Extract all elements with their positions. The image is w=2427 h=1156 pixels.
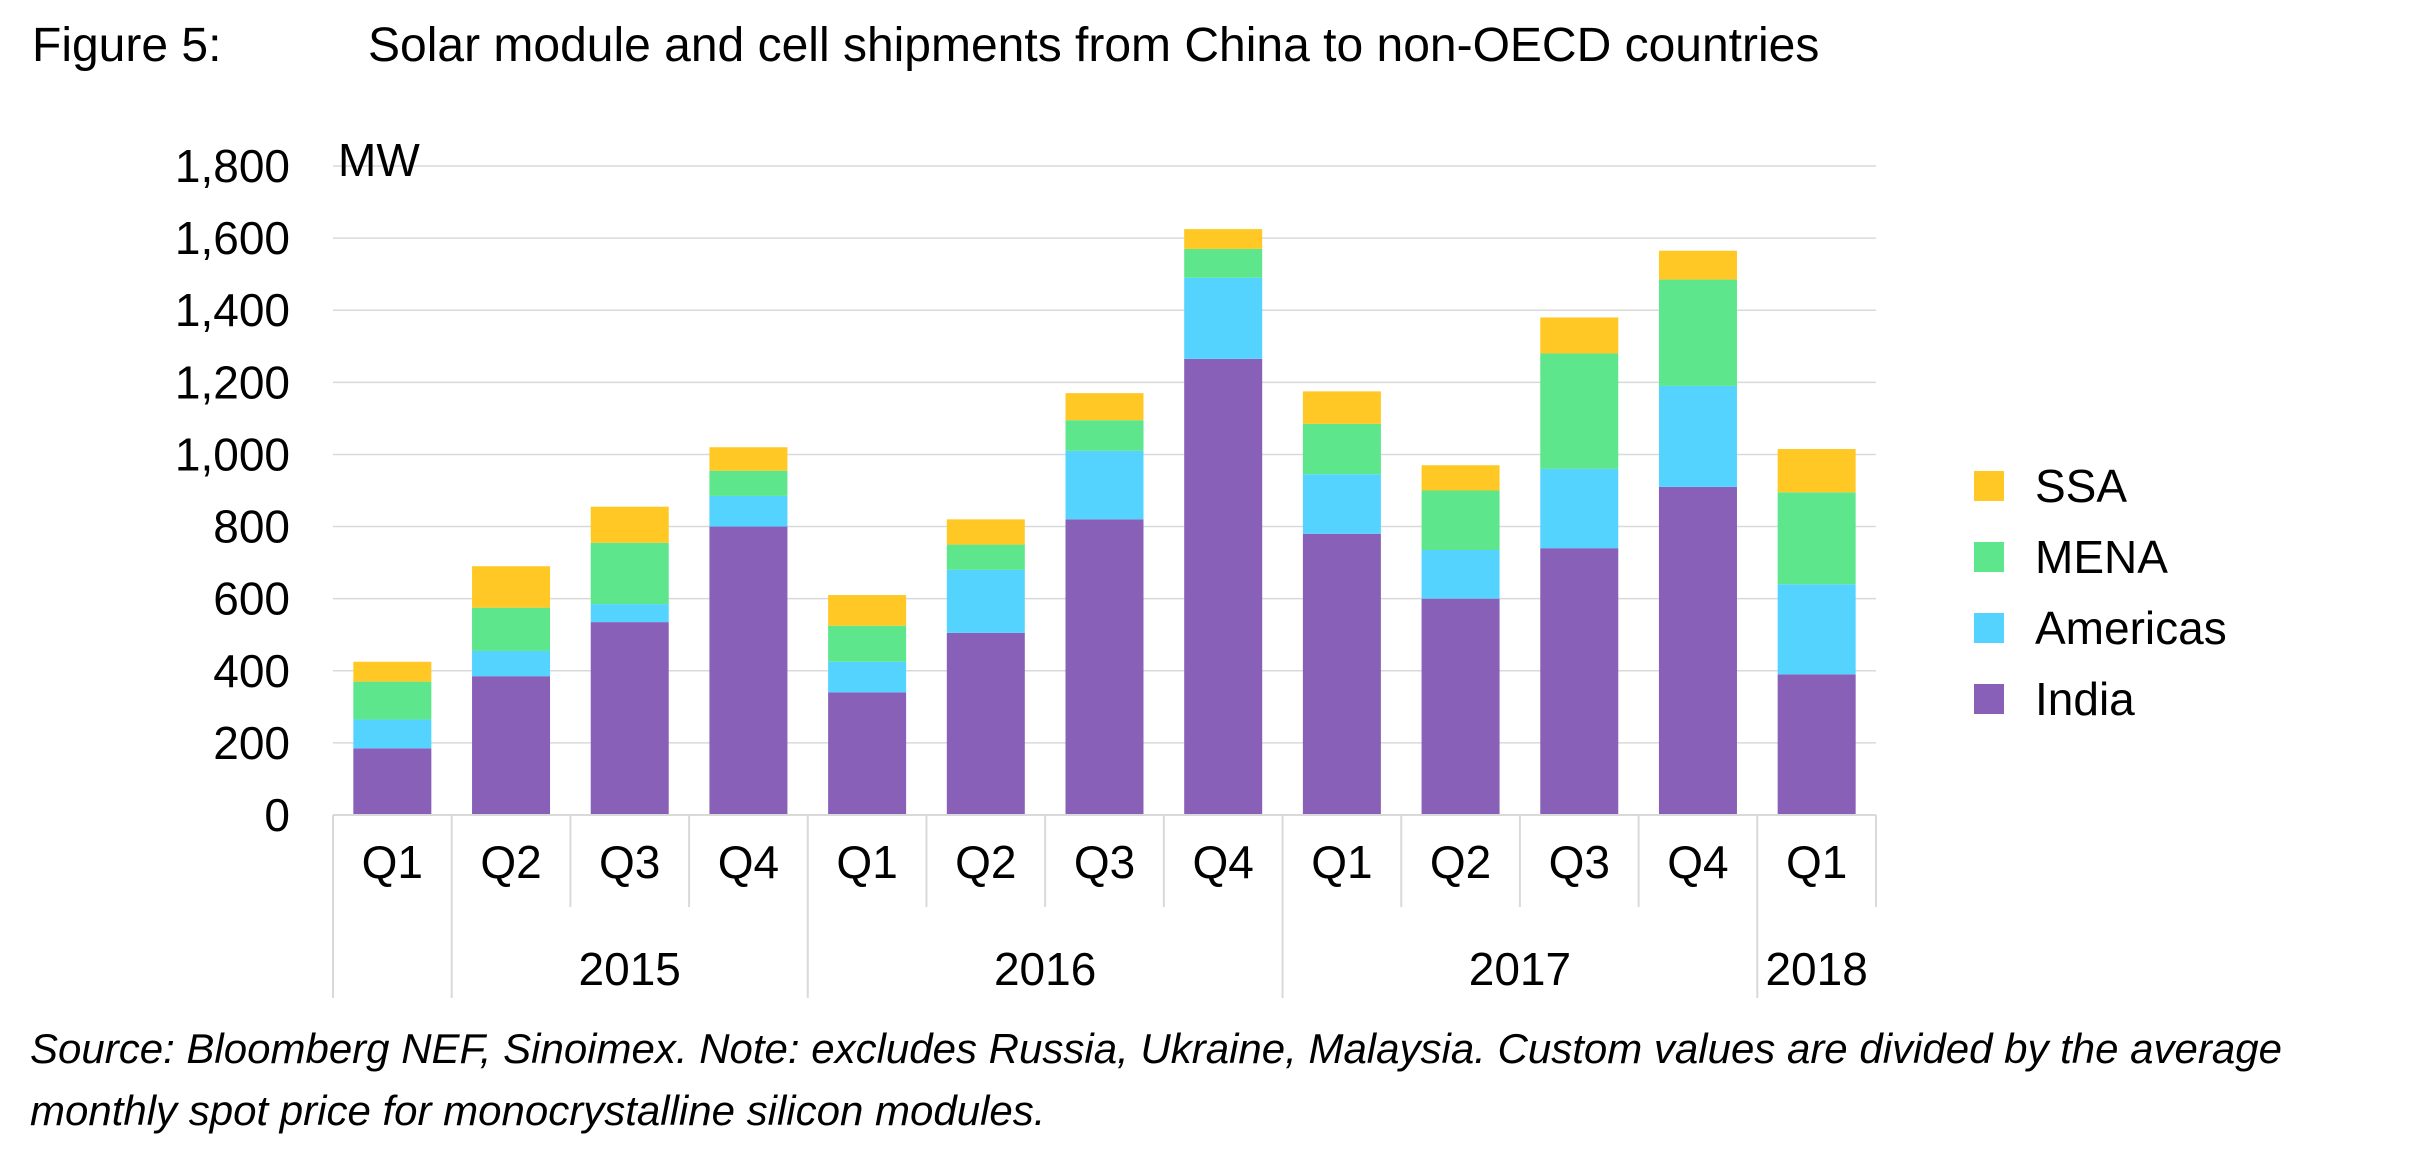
bar-mena-segment xyxy=(1540,353,1619,469)
bar-americas-segment xyxy=(709,495,788,527)
x-category-label: Q4 xyxy=(718,836,779,888)
bar-india-segment xyxy=(472,676,551,815)
legend-label-americas: Americas xyxy=(2035,602,2227,654)
bar-mena-segment xyxy=(472,607,551,651)
x-category-label: Q2 xyxy=(955,836,1016,888)
bar-ssa-segment xyxy=(1302,391,1381,424)
legend-swatch-ssa xyxy=(1974,471,2004,501)
source-note: Source: Bloomberg NEF, Sinoimex. Note: e… xyxy=(30,1025,2282,1134)
y-tick-label: 0 xyxy=(264,789,290,841)
bar-india-segment xyxy=(828,692,907,815)
bar-ssa-segment xyxy=(1540,317,1619,354)
bar-india-segment xyxy=(1184,358,1263,815)
bar-americas-segment xyxy=(1302,474,1381,534)
y-tick-label: 1,400 xyxy=(175,284,290,336)
bar-mena-segment xyxy=(709,470,788,496)
bar-mena-segment xyxy=(1184,248,1263,278)
y-tick-label: 1,200 xyxy=(175,356,290,408)
bar-ssa-segment xyxy=(353,661,432,682)
y-tick-label: 1,000 xyxy=(175,428,290,480)
bar-mena-segment xyxy=(1658,279,1737,386)
x-category-label: Q1 xyxy=(362,836,423,888)
bar-ssa-segment xyxy=(828,595,907,626)
bar-india-segment xyxy=(1065,519,1144,815)
bar-ssa-segment xyxy=(472,566,551,608)
bar-mena-segment xyxy=(828,625,907,662)
x-category-label: Q1 xyxy=(836,836,897,888)
legend-swatch-americas xyxy=(1974,613,2004,643)
x-category-label: Q3 xyxy=(599,836,660,888)
bar-india-segment xyxy=(946,632,1025,815)
x-category-label: Q4 xyxy=(1193,836,1254,888)
y-unit-label: MW xyxy=(338,134,420,186)
y-tick-label: 400 xyxy=(213,645,290,697)
x-year-label: 2017 xyxy=(1469,943,1571,995)
x-category-label: Q4 xyxy=(1667,836,1728,888)
bar-ssa-segment xyxy=(709,447,788,471)
bar-americas-segment xyxy=(1421,549,1500,599)
x-category-label: Q2 xyxy=(1430,836,1491,888)
bar-americas-segment xyxy=(590,604,669,623)
bar-india-segment xyxy=(1421,598,1500,815)
legend-label-ssa: SSA xyxy=(2035,460,2127,512)
y-tick-label: 600 xyxy=(213,573,290,625)
bar-india-segment xyxy=(709,526,788,815)
x-category-label: Q2 xyxy=(480,836,541,888)
bar-india-segment xyxy=(353,748,432,815)
x-year-label: 2016 xyxy=(994,943,1096,995)
bar-india-segment xyxy=(1540,548,1619,815)
bar-ssa-segment xyxy=(590,506,669,543)
bar-mena-segment xyxy=(946,544,1025,570)
bar-americas-segment xyxy=(946,569,1025,633)
bar-ssa-segment xyxy=(1421,465,1500,491)
bar-americas-segment xyxy=(1658,385,1737,487)
figure-header: Figure 5: Solar module and cell shipments… xyxy=(32,18,1819,73)
x-category-label: Q3 xyxy=(1549,836,1610,888)
legend-swatch-mena xyxy=(1974,542,2004,572)
x-category-label: Q3 xyxy=(1074,836,1135,888)
bar-ssa-segment xyxy=(1184,229,1263,249)
y-tick-label: 800 xyxy=(213,501,290,553)
legend-label-india: India xyxy=(2035,673,2135,725)
figure-title: Solar module and cell shipments from Chi… xyxy=(368,19,1820,72)
bar-americas-segment xyxy=(1777,584,1856,675)
bar-india-segment xyxy=(1777,674,1856,815)
bar-americas-segment xyxy=(1184,277,1263,359)
bar-ssa-segment xyxy=(1777,449,1856,493)
legend-label-mena: MENA xyxy=(2035,531,2168,583)
y-tick-label: 1,600 xyxy=(175,212,290,264)
y-tick-label: 200 xyxy=(213,717,290,769)
bar-americas-segment xyxy=(1065,450,1144,520)
legend-swatch-india xyxy=(1974,684,2004,714)
y-tick-label: 1,800 xyxy=(175,140,290,192)
bar-india-segment xyxy=(1302,533,1381,815)
bar-india-segment xyxy=(1658,486,1737,815)
bar-india-segment xyxy=(590,622,669,815)
bar-ssa-segment xyxy=(1065,393,1144,421)
x-category-label: Q1 xyxy=(1786,836,1847,888)
x-year-label: 2018 xyxy=(1765,943,1867,995)
bar-mena-segment xyxy=(1065,420,1144,451)
bar-ssa-segment xyxy=(946,519,1025,545)
figure-label: Figure 5: xyxy=(32,19,222,72)
bar-americas-segment xyxy=(828,661,907,693)
bar-mena-segment xyxy=(590,542,669,605)
stacked-bar-chart: 0 200 400 600 800 1,000 1,200 1,400 1,600 1,800 MW… xyxy=(175,134,2227,998)
bar-ssa-segment xyxy=(1658,250,1737,280)
bar-mena-segment xyxy=(1777,492,1856,585)
bar-americas-segment xyxy=(1540,468,1619,549)
bar-americas-segment xyxy=(472,650,551,677)
bar-mena-segment xyxy=(1421,490,1500,550)
bar-americas-segment xyxy=(353,719,432,749)
x-year-label: 2015 xyxy=(579,943,681,995)
bar-mena-segment xyxy=(1302,423,1381,475)
bar-mena-segment xyxy=(353,681,432,720)
x-category-label: Q1 xyxy=(1311,836,1372,888)
